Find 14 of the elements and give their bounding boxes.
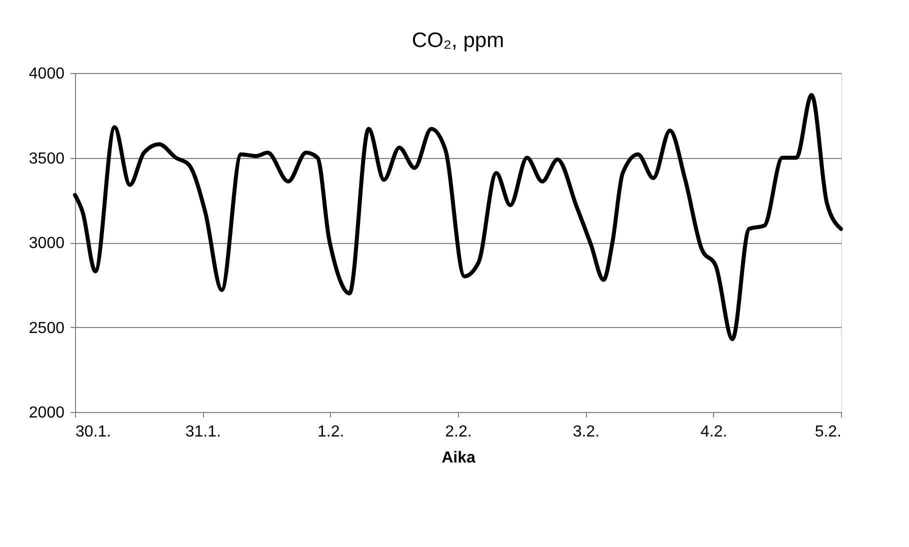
y-tick-label: 3500 <box>28 150 65 168</box>
y-tick-label: 4000 <box>28 66 65 82</box>
x-tick-label: 3.2. <box>572 424 600 440</box>
x-tick-label: 31.1. <box>185 424 221 440</box>
y-tick-label: 2000 <box>28 404 65 422</box>
chart-title: CO₂, ppm <box>412 29 504 52</box>
x-tick-label: 5.2. <box>814 424 842 440</box>
x-tick-label: 4.2. <box>700 424 728 440</box>
y-tick-label: 3000 <box>28 235 65 252</box>
x-tick-label: 30.1. <box>76 424 112 440</box>
x-tick-label: 1.2. <box>317 424 344 440</box>
x-tick-label: 2.2. <box>445 424 472 440</box>
x-axis-title: Aika <box>442 450 476 466</box>
y-tick-label: 2500 <box>28 320 65 337</box>
